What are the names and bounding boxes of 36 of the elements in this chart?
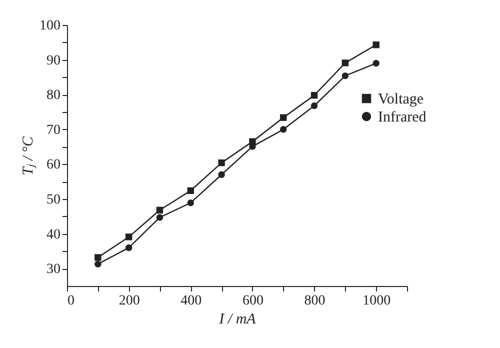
point bbox=[280, 126, 287, 133]
y-tick-label: 80 bbox=[46, 88, 60, 104]
point bbox=[156, 214, 164, 221]
x-tick-label: 800 bbox=[304, 294, 326, 308]
point bbox=[372, 60, 380, 67]
point bbox=[218, 159, 225, 166]
legend-label: Voltage bbox=[378, 92, 424, 108]
y-tick-label: 50 bbox=[46, 192, 60, 208]
point bbox=[218, 171, 225, 178]
point bbox=[156, 206, 164, 214]
point bbox=[342, 60, 349, 66]
y-tick-label: 30 bbox=[46, 262, 60, 278]
y-tick-label: 40 bbox=[46, 227, 60, 242]
x-tick-label: 600 bbox=[242, 294, 264, 308]
x-tick-label: 0 bbox=[68, 294, 74, 308]
legend-label: Infrared bbox=[378, 110, 427, 126]
y-axis-title: Tⱼ / °C bbox=[20, 136, 36, 176]
point bbox=[310, 102, 318, 110]
point bbox=[94, 260, 102, 268]
point bbox=[187, 187, 194, 194]
x-tick-label: 200 bbox=[118, 294, 140, 308]
point bbox=[310, 92, 318, 99]
point bbox=[94, 254, 102, 261]
y-tick-label: 100 bbox=[40, 18, 60, 34]
point bbox=[125, 244, 132, 252]
point bbox=[280, 114, 287, 121]
x-tick-label: 400 bbox=[180, 294, 202, 308]
y-tick-label: 90 bbox=[46, 53, 60, 68]
x-axis-title: I / mA bbox=[218, 312, 257, 328]
y-tick-label: 60 bbox=[46, 158, 60, 173]
point bbox=[125, 234, 132, 240]
x-tick-label: 1000 bbox=[362, 294, 391, 308]
point bbox=[372, 41, 380, 48]
point bbox=[187, 199, 194, 206]
point bbox=[342, 72, 349, 80]
y-tick-label: 70 bbox=[46, 122, 60, 138]
